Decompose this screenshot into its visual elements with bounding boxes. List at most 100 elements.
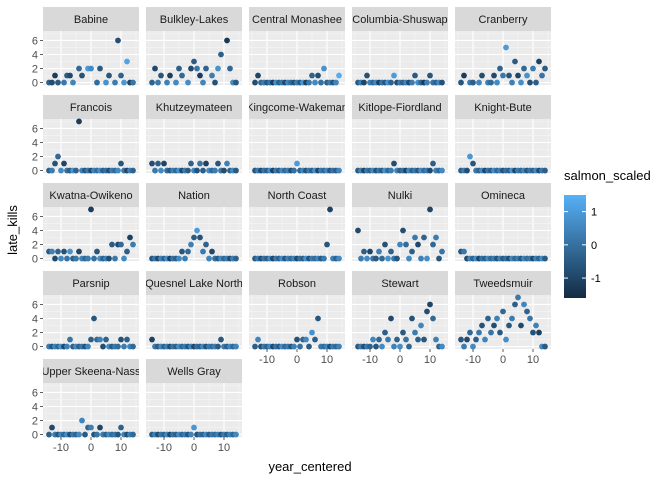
data-point [124, 336, 130, 343]
data-point [200, 79, 206, 86]
data-point [400, 329, 406, 336]
data-point [491, 322, 497, 329]
data-point [115, 431, 121, 438]
facet-strip [146, 359, 242, 383]
facet-panel-knight-bute: Knight-Bute [455, 95, 551, 174]
data-point [297, 343, 303, 350]
data-point [524, 72, 530, 79]
data-point [500, 72, 506, 79]
facet-strip-label: Tweedsmuir [473, 278, 533, 290]
data-point [224, 37, 230, 44]
data-point [409, 79, 415, 86]
facet-strip-label: Kingcome-Wakeman [246, 102, 348, 114]
data-point [542, 167, 548, 174]
data-point [291, 167, 297, 174]
data-point [185, 248, 191, 255]
facet-strip-label: Khutzeymateen [156, 102, 232, 114]
data-point [464, 336, 470, 343]
data-point [49, 79, 55, 86]
data-point [394, 336, 400, 343]
facet-strip [249, 7, 345, 31]
data-point [218, 336, 224, 343]
data-point [379, 255, 385, 262]
data-point [73, 167, 79, 174]
data-point [188, 65, 194, 72]
data-point [200, 167, 206, 174]
data-point [209, 72, 215, 79]
data-point [55, 79, 61, 86]
y-tick-label: 6 [32, 211, 38, 223]
data-point [327, 206, 333, 213]
data-point [233, 79, 239, 86]
data-point [55, 248, 61, 255]
facet-panel-tweedsmuir: Tweedsmuir [455, 271, 551, 350]
y-tick-label: 0 [32, 430, 38, 442]
y-tick-label: 0 [32, 342, 38, 354]
y-tick-label: 6 [32, 299, 38, 311]
y-tick-label: 6 [32, 387, 38, 399]
facet-panel-parsnip: Parsnip [43, 271, 139, 350]
data-point [439, 79, 445, 86]
data-point [52, 255, 58, 262]
data-point [439, 248, 445, 255]
data-point [200, 248, 206, 255]
data-point [388, 248, 394, 255]
y-tick-label: 4 [32, 137, 38, 149]
color-legend: salmon_scaled 1 0 -1 [564, 168, 651, 298]
data-point [103, 79, 109, 86]
data-point [233, 431, 239, 438]
data-point [333, 79, 339, 86]
facet-strip-label: Nation [178, 190, 210, 202]
data-point [61, 79, 67, 86]
data-point [212, 167, 218, 174]
data-point [233, 167, 239, 174]
facet-panel-robson: Robson [249, 271, 345, 350]
data-point [100, 343, 106, 350]
data-point [67, 248, 73, 255]
data-point [112, 79, 118, 86]
data-point [64, 255, 70, 262]
data-point [482, 336, 488, 343]
facet-strip [146, 271, 242, 295]
data-point [130, 167, 136, 174]
data-point [439, 343, 445, 350]
data-point [518, 79, 524, 86]
data-point [94, 431, 100, 438]
legend-color-bar [564, 195, 586, 298]
facet-strip [249, 95, 345, 119]
data-point [70, 79, 76, 86]
data-point [176, 65, 182, 72]
data-point [158, 72, 164, 79]
data-point [509, 315, 515, 322]
data-point [130, 431, 136, 438]
facet-panel-khutzeymateen: Khutzeymateen [146, 95, 242, 174]
data-point [464, 167, 470, 174]
data-point [109, 241, 115, 248]
facet-strip [43, 271, 139, 295]
data-point [158, 167, 164, 174]
x-tick-label: 10 [218, 442, 230, 454]
facet-strip-label: Bulkley-Lakes [160, 14, 229, 26]
axes-labels: 0 2 4 6 0 2 4 6 0 2 4 6 0 2 4 6 -10 0 10 -10 0 10 -10 0 10 0 2 4 6 -1… [32, 35, 539, 454]
y-tick-label: 0 [32, 254, 38, 266]
data-point [412, 329, 418, 336]
data-point [312, 79, 318, 86]
data-point [67, 336, 73, 343]
data-point [415, 241, 421, 248]
data-point [324, 241, 330, 248]
data-point [503, 336, 509, 343]
data-point [85, 255, 91, 262]
facet-panel-nulki: Nulki [352, 183, 448, 262]
data-point [88, 424, 94, 431]
x-tick-label: 10 [424, 354, 436, 366]
data-point [182, 255, 188, 262]
facet-strip [352, 95, 448, 119]
data-point [467, 153, 473, 160]
data-point [112, 255, 118, 262]
x-tick-label: 10 [527, 354, 539, 366]
y-axis-title: late_kills [5, 205, 20, 255]
data-point [58, 167, 64, 174]
data-point [430, 315, 436, 322]
data-point [155, 79, 161, 86]
y-tick-label: 0 [32, 78, 38, 90]
